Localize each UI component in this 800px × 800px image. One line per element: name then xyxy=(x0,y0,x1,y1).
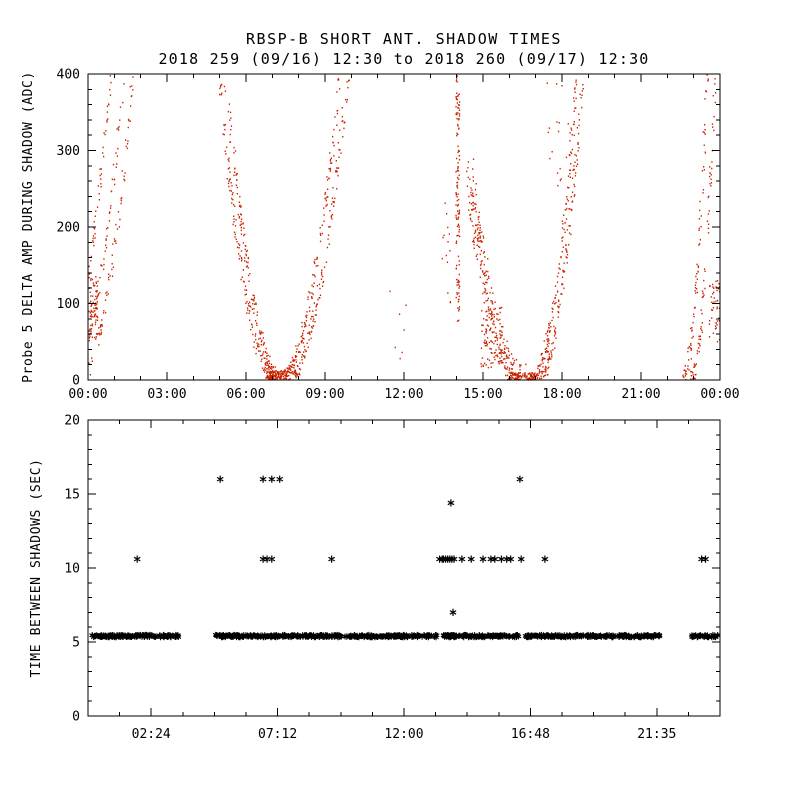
axes-box xyxy=(87,419,721,717)
axes-box xyxy=(87,73,721,381)
tick-marks xyxy=(87,73,721,381)
tick-marks xyxy=(87,419,721,717)
x-tick-label: 21:35 xyxy=(637,727,676,742)
x-tick-label: 15:00 xyxy=(463,387,502,402)
y-tick-label: 20 xyxy=(64,414,80,429)
x-tick-label: 09:00 xyxy=(305,387,344,402)
top-panel: Probe 5 DELTA AMP DURING SHADOW (ADC) 00… xyxy=(21,68,740,403)
y-tick-label: 10 xyxy=(64,562,80,577)
chart-subtitle: 2018 259 (09/16) 12:30 to 2018 260 (09/1… xyxy=(158,50,649,68)
y-tick-label: 0 xyxy=(72,710,80,725)
bottom-panel: TIME BETWEEN SHADOWS (SEC) 02:24 07:12 12:… xyxy=(29,414,721,742)
x-tick-label: 12:00 xyxy=(384,387,423,402)
top-y-axis-label: Probe 5 DELTA AMP DURING SHADOW (ADC) xyxy=(21,71,36,383)
chart-title: RBSP-B SHORT ANT. SHADOW TIMES xyxy=(246,30,562,48)
y-tick-label: 400 xyxy=(57,68,80,83)
y-tick-label: 0 xyxy=(72,374,80,389)
scatter-outliers-time-between-shadows xyxy=(133,475,709,616)
y-tick-label: 15 xyxy=(64,488,80,503)
scatter-band-time-between-shadows xyxy=(89,631,721,641)
y-tick-label: 300 xyxy=(57,144,80,159)
y-tick-label: 200 xyxy=(57,221,80,236)
x-tick-label: 06:00 xyxy=(226,387,265,402)
y-tick-label: 100 xyxy=(57,297,80,312)
x-tick-label: 12:00 xyxy=(384,727,423,742)
x-tick-label: 03:00 xyxy=(147,387,186,402)
bottom-y-axis-label: TIME BETWEEN SHADOWS (SEC) xyxy=(29,458,44,677)
x-tick-label: 16:48 xyxy=(511,727,550,742)
scatter-points-probe5-delta-amp-during-shadow xyxy=(88,74,721,381)
x-tick-label: 00:00 xyxy=(700,387,739,402)
y-tick-label: 5 xyxy=(72,636,80,651)
x-tick-label: 02:24 xyxy=(132,727,171,742)
x-tick-label: 21:00 xyxy=(621,387,660,402)
x-tick-label: 18:00 xyxy=(542,387,581,402)
x-tick-label: 00:00 xyxy=(68,387,107,402)
x-tick-label: 07:12 xyxy=(258,727,297,742)
